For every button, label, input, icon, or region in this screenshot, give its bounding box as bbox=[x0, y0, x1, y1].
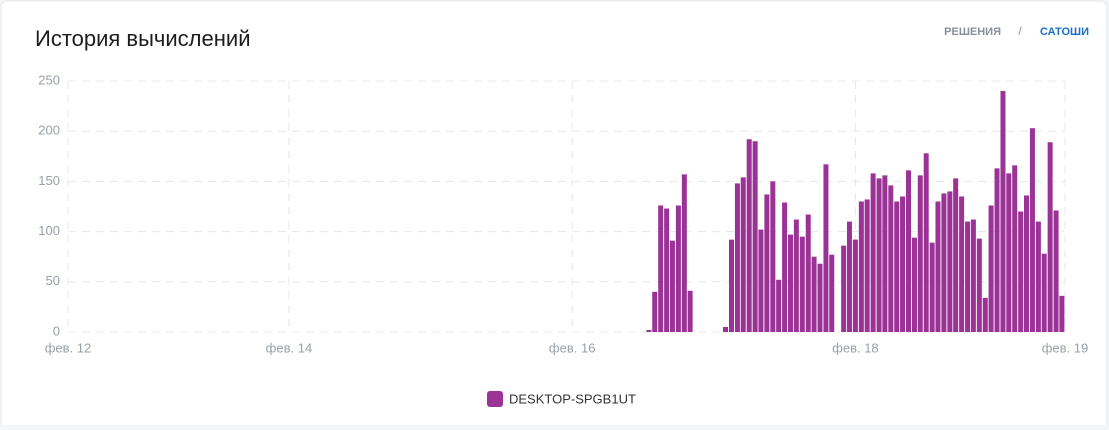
bar bbox=[752, 141, 758, 332]
bar bbox=[652, 291, 658, 332]
plot: 0 50 100 150 200 250 фев. 12 фев. 14 фев. 16 фев.… bbox=[38, 72, 1088, 407]
bar bbox=[1023, 195, 1029, 332]
bar bbox=[675, 205, 681, 332]
bar bbox=[1059, 295, 1065, 332]
bar bbox=[900, 196, 906, 332]
bar bbox=[740, 177, 746, 332]
tab-satoshi[interactable]: САТОШИ bbox=[1040, 26, 1089, 38]
bar bbox=[799, 236, 805, 332]
y-tick-label: 200 bbox=[38, 123, 60, 138]
bar bbox=[994, 168, 1000, 332]
bar bbox=[764, 194, 770, 332]
bar bbox=[823, 164, 829, 332]
bar bbox=[959, 196, 965, 332]
bar bbox=[882, 175, 888, 332]
bar bbox=[976, 238, 982, 332]
bar bbox=[1047, 142, 1053, 332]
bar bbox=[811, 256, 817, 332]
tab-separator: / bbox=[1018, 24, 1022, 38]
bar bbox=[1012, 165, 1018, 332]
bar bbox=[888, 185, 894, 332]
card-title: История вычислений bbox=[35, 26, 250, 51]
bar bbox=[894, 201, 900, 332]
bar bbox=[728, 239, 734, 332]
bar bbox=[841, 245, 847, 332]
bar bbox=[817, 263, 823, 332]
bar bbox=[846, 221, 852, 332]
bar bbox=[788, 234, 794, 332]
bar bbox=[906, 170, 912, 332]
bar bbox=[917, 175, 923, 332]
bar bbox=[664, 208, 670, 332]
bar bbox=[858, 201, 864, 332]
bar bbox=[870, 173, 876, 332]
bar bbox=[776, 279, 782, 332]
bar bbox=[829, 254, 835, 332]
bar bbox=[852, 239, 858, 332]
bar bbox=[947, 191, 953, 332]
bar bbox=[658, 205, 664, 332]
x-tick-label: фев. 19 bbox=[1042, 340, 1089, 355]
tab-solutions[interactable]: РЕШЕНИЯ bbox=[944, 26, 1001, 38]
bar bbox=[1006, 173, 1012, 332]
bar bbox=[1041, 253, 1047, 332]
bar bbox=[970, 219, 976, 332]
bar bbox=[1000, 91, 1006, 332]
bar bbox=[911, 237, 917, 332]
bar bbox=[687, 290, 693, 332]
bar bbox=[988, 205, 994, 332]
legend-swatch bbox=[487, 391, 503, 407]
bar bbox=[681, 174, 687, 332]
bar bbox=[965, 221, 971, 332]
bar bbox=[864, 199, 870, 332]
y-tick-label: 100 bbox=[38, 223, 60, 238]
y-tick-label: 50 bbox=[46, 273, 60, 288]
bar bbox=[923, 153, 929, 332]
bar bbox=[805, 214, 811, 332]
bar bbox=[770, 181, 776, 332]
x-tick-label: фев. 18 bbox=[832, 340, 879, 355]
bar bbox=[746, 139, 752, 332]
bar bbox=[1035, 221, 1041, 332]
bar bbox=[1018, 211, 1024, 332]
bar bbox=[782, 202, 788, 332]
bar bbox=[1029, 128, 1035, 332]
bar bbox=[793, 219, 799, 332]
bar bbox=[723, 326, 729, 332]
y-tick-label: 0 bbox=[53, 323, 60, 338]
x-tick-label: фев. 16 bbox=[549, 340, 596, 355]
legend-label: DESKTOP-SPGB1UT bbox=[509, 391, 636, 406]
bar bbox=[982, 297, 988, 332]
bar bbox=[935, 201, 941, 332]
bar bbox=[758, 229, 764, 332]
bar bbox=[646, 329, 652, 332]
y-tick-label: 150 bbox=[38, 173, 60, 188]
bar bbox=[734, 183, 740, 332]
y-tick-label: 250 bbox=[38, 72, 60, 87]
bar bbox=[929, 242, 935, 332]
x-tick-label: фев. 12 bbox=[45, 340, 92, 355]
x-tick-label: фев. 14 bbox=[266, 340, 313, 355]
bar bbox=[876, 178, 882, 332]
bar bbox=[669, 240, 675, 332]
bar bbox=[941, 193, 947, 332]
bar bbox=[1053, 210, 1059, 332]
bar bbox=[953, 178, 959, 332]
